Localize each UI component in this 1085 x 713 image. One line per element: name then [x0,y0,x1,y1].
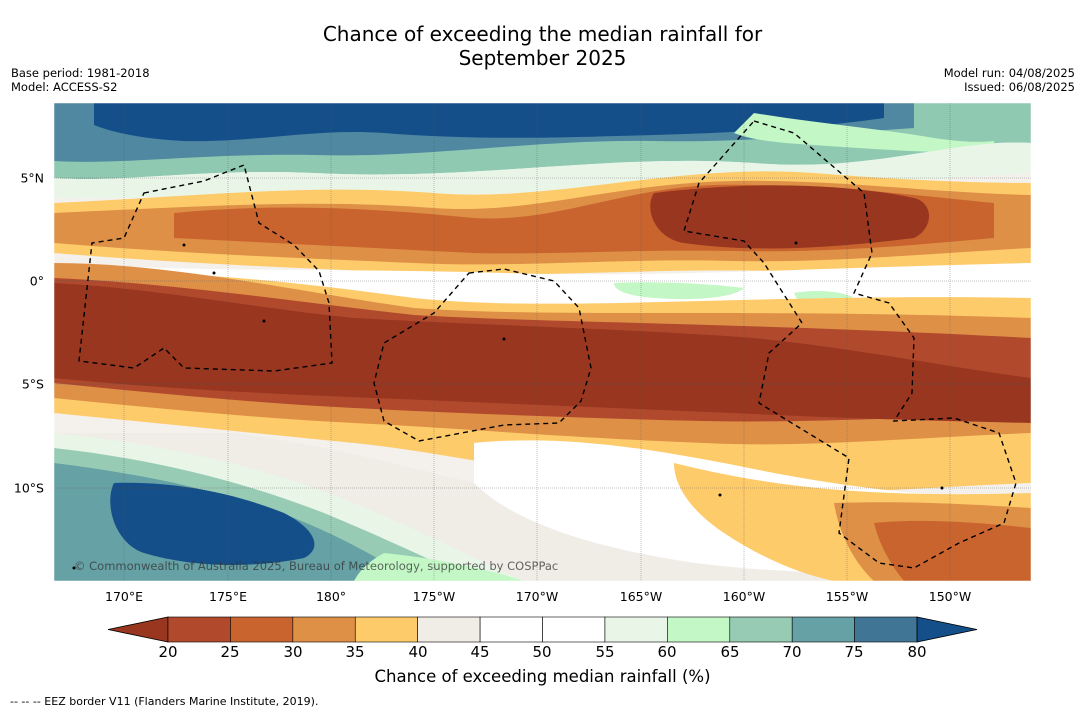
colorbar-tick: 50 [532,643,552,661]
lat-label-10s: 10°S [13,480,44,496]
colorbar-bin [729,616,793,643]
north-pale-strip [54,142,1031,199]
colorbar-tick: 25 [220,643,240,661]
southeast-dry-patch-core [874,520,1031,581]
model-text: Model: ACCESS-S2 [11,80,118,94]
meta-right: Model run: 04/08/2025 Issued: 06/08/2025 [944,66,1075,94]
base-period-text: Base period: 1981-2018 [11,66,150,80]
island-dot [182,243,186,247]
lon-label-170e: 170°E [104,589,144,604]
copyright-text: © Commonwealth of Australia 2025, Bureau… [74,559,558,573]
map-title: Chance of exceeding the median rainfall … [0,22,1085,70]
colorbar-tick: 20 [158,643,178,661]
colorbar-tick: 55 [595,643,615,661]
map-title-line2: September 2025 [458,46,627,70]
island-dot [262,319,266,323]
colorbar [107,616,978,643]
colorbar-bin [354,616,418,643]
island-dot [718,493,722,497]
colorbar-tick: 65 [720,643,740,661]
southwest-wet-core [110,482,315,565]
eez-border-kiribati-gilberts [78,164,333,372]
eez-border-kiribati-line [683,120,1017,569]
lon-label-160w: 160°W [722,589,766,604]
colorbar-tick: 80 [907,643,927,661]
map-canvas: © Commonwealth of Australia 2025, Bureau… [54,103,1031,581]
lon-label-155w: 155°W [825,589,869,604]
colorbar-bin [417,616,481,643]
meta-left: Base period: 1981-2018 Model: ACCESS-S2 [11,66,150,94]
rainfall-map: © Commonwealth of Australia 2025, Bureau… [54,103,1031,581]
eez-borders [78,120,1017,569]
colorbar-bin [791,616,855,643]
island-dot [940,486,944,490]
island-dot [72,566,76,570]
map-title-line1: Chance of exceeding the median rainfall … [322,22,763,46]
lat-label-5s: 5°S [21,376,44,392]
colorbar-bin [479,616,543,643]
north-wet-band-core [94,103,884,142]
issued-text: Issued: 06/08/2025 [964,80,1075,94]
colorbar-tick: 60 [657,643,677,661]
colorbar-bin [292,616,356,643]
colorbar-bin [854,616,918,643]
colorbar-label: Chance of exceeding median rainfall (%) [374,667,711,686]
colorbar-bin [604,616,668,643]
graticule [54,103,1031,581]
colorbar-extend-low [107,616,169,643]
colorbar-tick: 70 [782,643,802,661]
eez-border-kiribati-phoenix [373,268,592,442]
colorbar-bin [667,616,731,643]
island-dot [502,337,506,341]
lon-label-175e: 175°E [208,589,248,604]
islands [72,241,944,570]
colorbar-tick: 45 [470,643,490,661]
lon-label-165w: 165°W [619,589,663,604]
lon-label-170w: 170°W [515,589,559,604]
north-green-strip [734,113,994,153]
eez-legend-note: -- -- -- EEZ border V11 (Flanders Marine… [10,695,319,708]
colorbar-tick: 30 [283,643,303,661]
model-run-text: Model run: 04/08/2025 [943,66,1075,80]
lon-label-175w: 175°W [412,589,456,604]
southwest-wet-green [354,553,524,581]
north-dry-band-darkest [650,185,929,249]
lon-label-180: 180° [315,589,347,604]
island-dot [794,241,798,245]
colorbar-tick: 75 [844,643,864,661]
island-dot [212,271,216,275]
colorbar-bin [167,616,231,643]
colorbar-tick: 40 [408,643,428,661]
colorbar-extend-high [916,616,978,643]
south-dry-band-darkest [54,283,1031,423]
lon-label-150w: 150°W [928,589,972,604]
colorbar-bin [230,616,294,643]
colorbar-bin [542,616,606,643]
colorbar-tick: 35 [345,643,365,661]
lat-label-5n: 5°N [20,170,44,186]
equator-green-patch [614,282,744,300]
lat-label-0: 0° [29,273,44,289]
